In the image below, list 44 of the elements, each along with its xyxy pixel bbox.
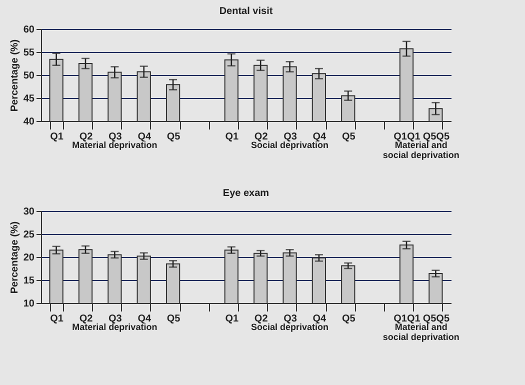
x-tick-label: Q2 <box>79 314 94 324</box>
text: Material deprivation <box>72 140 158 150</box>
x-tick-label: Q1 <box>225 132 240 142</box>
y-tick-label: 15 <box>23 276 35 286</box>
y-axis-title: Percentage (%) <box>9 221 20 294</box>
text: Material deprivation <box>72 322 158 332</box>
x-tick-label: Q2 <box>254 132 268 142</box>
text: Material and social deprivation <box>382 322 460 342</box>
y-tick-label: 60 <box>23 24 35 36</box>
y-tick-label: 45 <box>23 94 35 104</box>
chart-title: Dental visit <box>219 6 274 17</box>
x-tick-label: Q3 <box>284 132 298 142</box>
y-tick-label: 20 <box>23 252 35 264</box>
x-tick-label: Q4 <box>138 314 152 324</box>
x-tick-label: Q3 <box>284 314 298 324</box>
x-tick-label: Q1 <box>50 314 64 324</box>
y-tick-label: 50 <box>23 70 35 82</box>
x-tick-label: Q5Q5 <box>422 132 450 142</box>
x-tick-label: Q5 <box>166 132 181 142</box>
x-tick-label: Q4 <box>312 132 327 142</box>
x-tick-label: Q4 <box>138 132 152 142</box>
x-tick-label: Q4 <box>312 314 327 324</box>
x-tick-label: Q3 <box>108 132 122 142</box>
text: Social deprivation <box>251 322 329 332</box>
x-tick-label: Q5Q5 <box>422 314 450 324</box>
y-tick-label: 55 <box>23 48 35 58</box>
text: Material and social deprivation <box>382 140 460 160</box>
x-tick-label: Q2 <box>79 132 94 142</box>
x-tick-label: Q1 <box>50 132 64 142</box>
x-tick-label: Q5 <box>342 132 356 142</box>
y-tick-label: 25 <box>23 230 35 240</box>
x-tick-label: Q2 <box>254 314 268 324</box>
y-tick-label: 10 <box>23 298 35 310</box>
y-tick-label: 30 <box>23 206 35 218</box>
x-tick-label: Q1 <box>225 314 240 324</box>
text: Social deprivation <box>251 140 329 150</box>
chart-title: Eye exam <box>222 188 270 199</box>
x-tick-label: Q1Q1 <box>394 314 421 324</box>
y-axis-title: Percentage (%) <box>9 39 20 112</box>
x-tick-label: Q5 <box>342 314 356 324</box>
x-tick-label: Q5 <box>166 314 181 324</box>
x-tick-label: Q1Q1 <box>394 132 421 142</box>
y-tick-label: 40 <box>23 116 35 128</box>
x-tick-label: Q3 <box>108 314 122 324</box>
